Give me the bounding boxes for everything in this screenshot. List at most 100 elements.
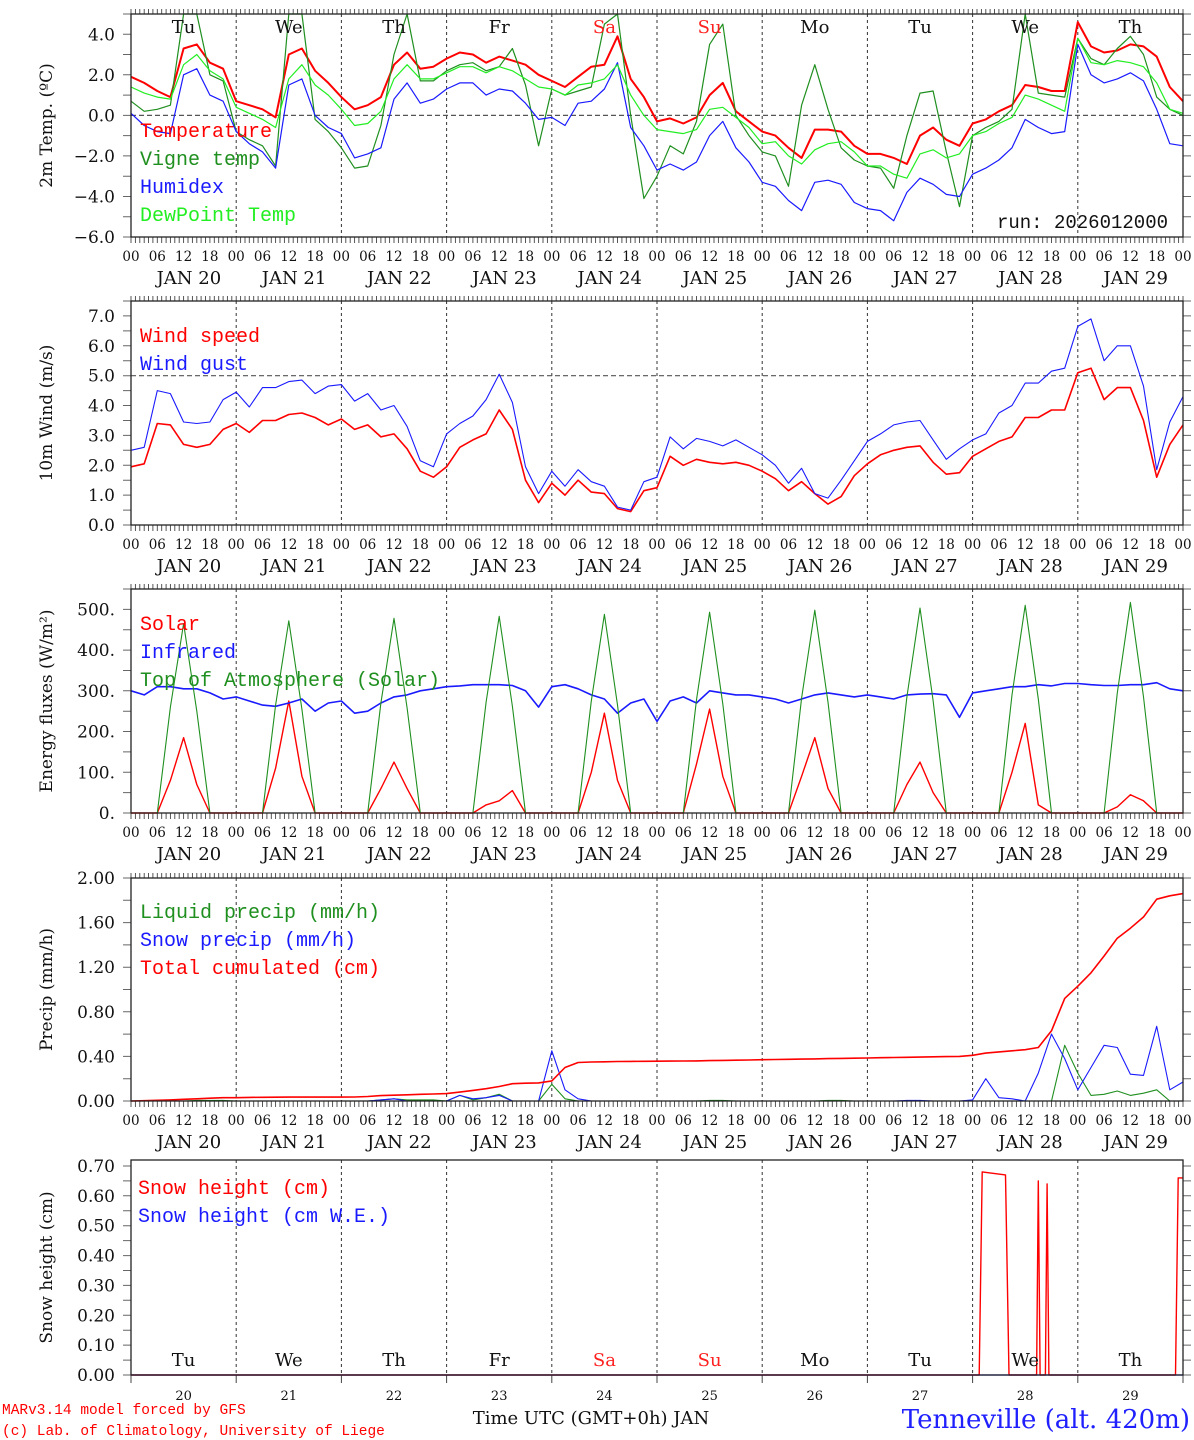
legend-entry: Liquid precip (mm/h) [140,902,380,925]
day-number-label: 20 [175,1389,192,1404]
x-hour-label: 12 [491,825,508,841]
legend-entry: Wind gust [140,354,248,377]
day-number-label: 25 [701,1389,718,1404]
x-hour-label: 18 [938,1113,955,1129]
x-hour-label: 00 [1069,249,1086,265]
x-hour-label: 00 [964,249,981,265]
x-date-label: JAN 23 [470,556,537,577]
y-tick-label: 0.0 [88,106,115,126]
hour-ticks [130,584,1184,819]
day-number-label: 28 [1017,1389,1034,1404]
x-hour-label: 06 [675,537,692,553]
y-tick-label: 4.0 [88,397,115,417]
x-hour-label: 18 [307,1113,324,1129]
x-date-label: JAN 25 [681,1132,748,1153]
day-name-label: Sa [593,17,616,38]
x-hour-label: 18 [1148,1113,1165,1129]
x-date-label: JAN 20 [155,844,222,865]
x-hour-label: 12 [911,1113,928,1129]
x-date-label: JAN 23 [470,844,537,865]
x-hour-label: 06 [149,249,166,265]
x-hour-label: 00 [543,249,560,265]
day-number-label: 24 [596,1389,613,1404]
x-hour-label: 06 [990,825,1007,841]
x-hour-label: 00 [228,825,245,841]
day-number-label: 21 [281,1389,298,1404]
x-date-label: JAN 28 [996,1132,1063,1153]
x-hour-label: 18 [1043,537,1060,553]
x-hour-label: 12 [596,825,613,841]
x-hour-label: 06 [990,1113,1007,1129]
series-line-total-cumulated-cm- [130,892,1184,1102]
x-hour-label: 12 [701,825,718,841]
plot-frame [130,1159,1184,1376]
x-hour-label: 06 [780,825,797,841]
y-tick-label: 2.0 [88,66,115,86]
x-hour-label: 18 [307,825,324,841]
x-hour-label: 00 [1174,825,1191,841]
x-hour-label: 06 [254,249,271,265]
x-date-label: JAN 20 [155,268,222,289]
legend-entry: Top of Atmosphere (Solar) [140,670,440,693]
x-hour-label: 18 [727,1113,744,1129]
legend-entry: Infrared [140,642,236,665]
hour-ticks [130,9,1184,243]
y-tick-label: 0.0 [88,516,115,536]
x-date-label: JAN 29 [1101,844,1168,865]
day-name-label: Sa [593,1350,616,1371]
x-hour-label: 00 [964,825,981,841]
x-hour-label: 00 [1174,1113,1191,1129]
x-hour-label: 18 [1043,1113,1060,1129]
x-hour-label: 12 [175,537,192,553]
x-hour-label: 18 [622,249,639,265]
x-hour-label: 00 [1174,537,1191,553]
x-date-label: JAN 24 [575,556,642,577]
x-hour-label: 06 [885,537,902,553]
x-hour-label: 12 [1017,825,1034,841]
y-tick-label: 100. [77,763,115,783]
legend-entry: Temperature [140,121,272,144]
x-hour-label: 18 [1148,825,1165,841]
day-name-label: Mo [800,1350,829,1371]
hour-ticks [130,873,1184,1107]
legend-entry: DewPoint Temp [140,205,296,228]
plot-frame [130,300,1184,526]
x-date-label: JAN 27 [891,844,958,865]
y-tick-label: 0.10 [77,1336,115,1356]
x-date-label: JAN 22 [365,556,432,577]
panel-1: 4.0 2.0 0.0 −2.0 −4.0 −6.0 2m Temp. (ºC) Temper… [37,9,1192,289]
x-axis-title: Time UTC (GMT+0h) JAN [473,1408,710,1429]
y-tick-label: 0.80 [77,1003,115,1023]
day-name-label: Fr [489,1350,510,1371]
x-hour-label: 12 [806,1113,823,1129]
x-date-label: JAN 20 [155,556,222,577]
x-hour-label: 18 [517,537,534,553]
x-hour-label: 00 [228,1113,245,1129]
legend-entry: Vigne temp [140,149,260,172]
x-date-label: JAN 21 [260,1132,327,1153]
day-name-label: Su [698,17,722,38]
x-hour-label: 12 [491,249,508,265]
day-name-label: Th [1119,17,1143,38]
x-date-label: JAN 20 [155,1132,222,1153]
y-tick-label: 5.0 [88,367,115,387]
y-tick-label: 0.60 [77,1187,115,1207]
x-date-label: JAN 21 [260,844,327,865]
day-name-label: Su [698,1350,722,1371]
x-date-label: JAN 22 [365,844,432,865]
y-tick-label: −6.0 [74,228,115,248]
x-hour-label: 12 [280,249,297,265]
x-hour-label: 12 [280,825,297,841]
x-hour-label: 06 [570,249,587,265]
x-hour-label: 06 [990,249,1007,265]
legend-entry: Snow height (cm W.E.) [138,1206,390,1229]
x-date-label: JAN 28 [996,556,1063,577]
day-name-label: We [275,1350,303,1371]
x-hour-label: 00 [648,825,665,841]
day-name-label: Tu [908,1350,932,1371]
x-hour-label: 12 [1017,537,1034,553]
x-hour-label: 18 [727,249,744,265]
x-hour-label: 00 [648,1113,665,1129]
day-name-label: Th [1119,1350,1143,1371]
